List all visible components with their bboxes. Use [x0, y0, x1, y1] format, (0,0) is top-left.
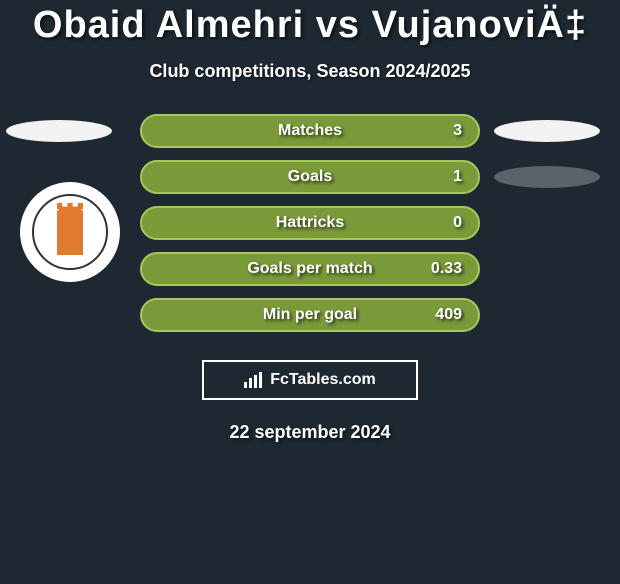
stat-value: 3 — [453, 122, 462, 140]
snapshot-date: 22 september 2024 — [0, 422, 620, 443]
stat-row: Min per goal 409 — [0, 298, 620, 332]
stat-label: Hattricks — [276, 214, 344, 232]
stat-label: Matches — [278, 122, 342, 140]
stat-label: Goals — [288, 168, 332, 186]
season-subtitle: Club competitions, Season 2024/2025 — [0, 61, 620, 82]
stat-pill: Goals per match 0.33 — [140, 252, 480, 286]
stat-pill: Hattricks 0 — [140, 206, 480, 240]
tower-icon — [57, 209, 83, 255]
bar-chart-icon — [244, 372, 264, 388]
stat-value: 409 — [435, 306, 462, 324]
branding-text: FcTables.com — [270, 371, 376, 389]
stat-pill: Goals 1 — [140, 160, 480, 194]
stat-label: Min per goal — [263, 306, 357, 324]
stat-row: Matches 3 — [0, 114, 620, 148]
page-title: Obaid Almehri vs VujanoviÄ‡ — [0, 4, 620, 47]
stat-label: Goals per match — [247, 260, 372, 278]
club-badge-left — [20, 182, 120, 282]
stat-value: 0.33 — [431, 260, 462, 278]
player-bubble-right — [494, 120, 600, 142]
stat-value: 0 — [453, 214, 462, 232]
branding-box[interactable]: FcTables.com — [202, 360, 418, 400]
stat-value: 1 — [453, 168, 462, 186]
stat-pill: Min per goal 409 — [140, 298, 480, 332]
player-bubble-left — [6, 120, 112, 142]
club-badge-inner — [32, 194, 108, 270]
player-bubble-right — [494, 166, 600, 188]
stat-pill: Matches 3 — [140, 114, 480, 148]
